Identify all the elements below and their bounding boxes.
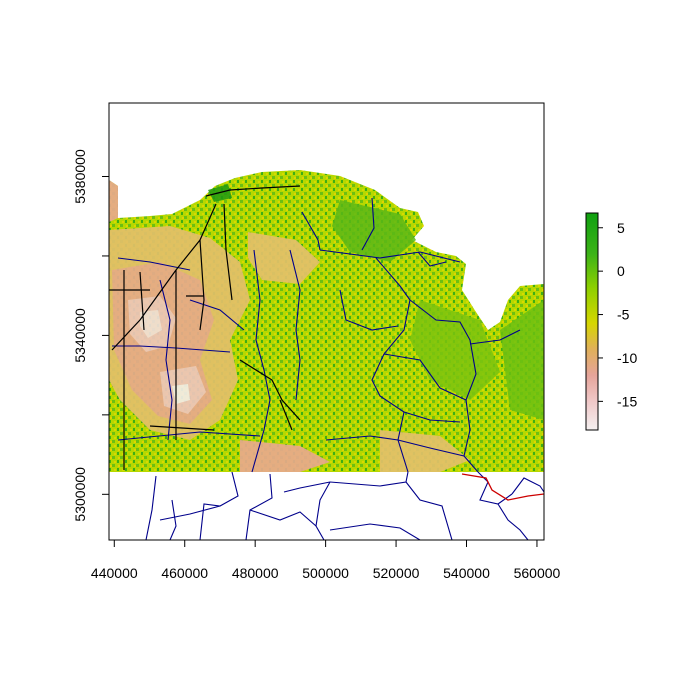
major-road-line bbox=[239, 359, 301, 421]
road-line bbox=[469, 329, 521, 345]
road-line bbox=[339, 289, 399, 331]
road-line bbox=[329, 523, 421, 540]
road-line bbox=[159, 505, 221, 521]
terrain-patch bbox=[332, 200, 416, 262]
road-line bbox=[371, 257, 411, 473]
road-line bbox=[283, 481, 331, 493]
legend-color-bar bbox=[585, 212, 599, 431]
raster-layer bbox=[109, 170, 544, 472]
road-line bbox=[329, 471, 409, 487]
road-line bbox=[245, 473, 273, 540]
x-tick-label: 440000 bbox=[91, 565, 138, 581]
road-line bbox=[397, 439, 465, 457]
road-line bbox=[251, 249, 271, 473]
major-road-line bbox=[199, 239, 205, 331]
boundary-line bbox=[461, 473, 544, 501]
x-tick-label: 480000 bbox=[232, 565, 279, 581]
road-line bbox=[511, 477, 544, 495]
terrain-patch bbox=[380, 430, 470, 472]
terrain-patch bbox=[109, 180, 118, 222]
x-tick-label: 500000 bbox=[302, 565, 349, 581]
road-line bbox=[145, 475, 157, 540]
terrain-patch bbox=[240, 440, 330, 472]
boundary-layer bbox=[461, 473, 544, 501]
road-line bbox=[289, 249, 301, 401]
y-axis: 5300000 5340000 5380000 bbox=[72, 149, 109, 522]
x-axis: 440000 460000 480000 500000 520000 540000 5600… bbox=[91, 540, 561, 581]
legend-tick-label: -5 bbox=[617, 307, 630, 323]
green-highlands bbox=[208, 184, 544, 420]
road-line bbox=[403, 411, 461, 423]
road-line bbox=[477, 471, 513, 505]
plot-frame bbox=[108, 102, 545, 541]
road-line bbox=[117, 431, 261, 441]
color-legend: 5 0 -5 -10 -15 bbox=[585, 212, 637, 431]
road-line bbox=[405, 481, 453, 540]
major-road-line bbox=[139, 271, 145, 331]
road-line bbox=[189, 299, 245, 331]
legend-tick-label: -15 bbox=[617, 393, 637, 409]
major-road-line bbox=[149, 425, 215, 431]
legend-tick-label: -10 bbox=[617, 350, 637, 366]
major-roads bbox=[109, 185, 301, 470]
legend-tick-label: 5 bbox=[617, 220, 625, 236]
y-tick-label: 5340000 bbox=[72, 308, 88, 363]
road-network bbox=[112, 197, 544, 540]
x-tick-label: 520000 bbox=[373, 565, 420, 581]
y-tick-label: 5300000 bbox=[72, 467, 88, 522]
road-line bbox=[301, 211, 321, 251]
y-tick-label: 5380000 bbox=[72, 149, 88, 204]
road-line bbox=[497, 503, 529, 540]
major-road-line bbox=[279, 399, 293, 431]
major-road-line bbox=[223, 203, 233, 301]
x-tick-label: 460000 bbox=[161, 565, 208, 581]
road-line bbox=[112, 345, 231, 353]
western-lowland bbox=[109, 180, 470, 472]
terrain-patch bbox=[140, 310, 162, 338]
road-line bbox=[361, 197, 375, 251]
major-road-line bbox=[205, 185, 301, 197]
terrain-patch bbox=[500, 300, 544, 420]
x-tick-label: 540000 bbox=[443, 565, 490, 581]
road-line bbox=[169, 499, 177, 540]
road-line bbox=[249, 509, 317, 527]
x-tick-label: 560000 bbox=[514, 565, 561, 581]
road-line bbox=[315, 481, 331, 540]
road-line bbox=[319, 249, 461, 263]
road-line bbox=[159, 279, 173, 441]
road-line bbox=[325, 435, 399, 441]
terrain-patch bbox=[410, 300, 500, 400]
road-line bbox=[417, 251, 447, 267]
road-line bbox=[409, 299, 479, 473]
terrain-patch bbox=[248, 232, 320, 284]
road-line bbox=[117, 257, 191, 271]
road-line bbox=[383, 353, 467, 401]
legend-tick-label: 0 bbox=[617, 263, 625, 279]
